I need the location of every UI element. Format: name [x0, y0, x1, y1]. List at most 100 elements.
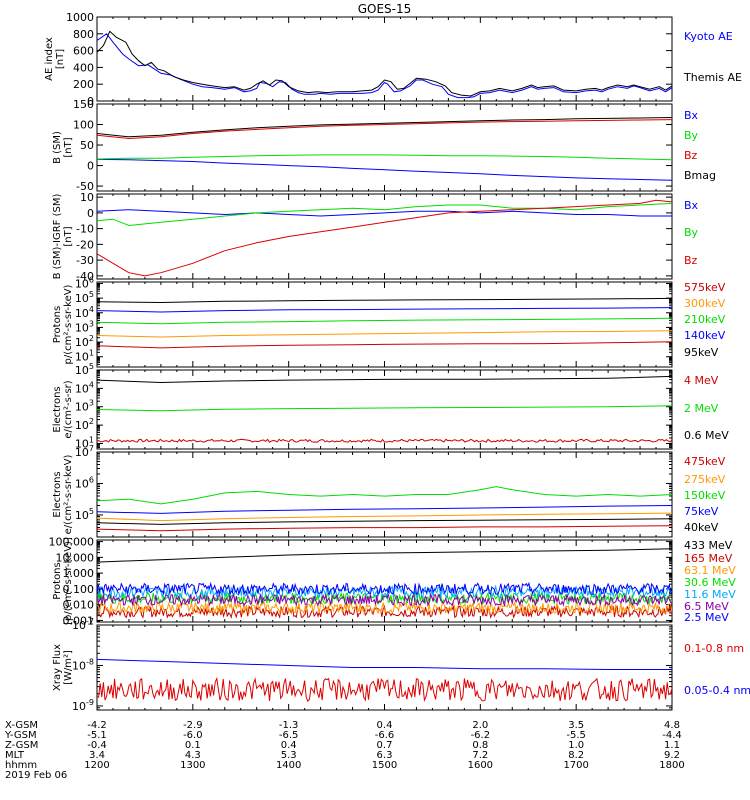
ephemeris-value: -5.5 [566, 730, 586, 741]
series-line-165-mev [97, 604, 672, 619]
panel-bsm: 150 100 50 0 -50 B (SM)[nT] Bx By Bz Bmag [52, 98, 716, 193]
y-axis-label: B (SM)[nT] [52, 131, 74, 164]
y-tick-label: 0 [87, 207, 94, 220]
ephemeris-value: 1800 [659, 760, 684, 771]
y-axis-label: Protonsp/(cm²-s-sr-keV) [52, 284, 74, 364]
legend-label: 165 MeV [684, 552, 733, 565]
series-line-themis-ae [97, 30, 672, 97]
ephemeris-value: -4.2 [87, 720, 107, 731]
plot-date: 2019 Feb 06 [5, 770, 67, 781]
panel-protons_high: 100.000 10.000 1.000 0.100 0.010 0.001Protons… [49, 536, 737, 628]
y-tick-label: 600 [73, 45, 94, 58]
y-tick-label: 50 [80, 139, 94, 152]
y-tick-label: 0 [87, 160, 94, 173]
legend-label: Bx [684, 109, 699, 122]
legend-label: 210keV [684, 313, 726, 326]
ephemeris-value: 3.5 [568, 720, 584, 731]
panel-xray: 10-7 10-8 10-9 Xray Flux[W/m²] 0.1-0.8 nm 0.0… [52, 617, 750, 713]
series-line-75kev [97, 505, 672, 514]
legend-label: 300keV [684, 297, 726, 310]
y-tick-label: 0 [87, 95, 94, 108]
y-tick-label: 102 [75, 417, 94, 432]
ephemeris-value: 4.8 [664, 720, 680, 731]
panel-bigrf: 10 0 -10 -20 -30 -40B (SM)-IGRF (SM)[nT] Bx By B… [52, 191, 699, 283]
legend-label: Bz [684, 254, 698, 267]
legend-label: Themis AE [683, 71, 742, 84]
series-line-210kev [97, 317, 672, 325]
legend-label: 575keV [684, 281, 726, 294]
legend-label: 433 MeV [684, 539, 733, 552]
ephemeris-value: -0.4 [87, 740, 107, 751]
panel-frame [96, 281, 673, 368]
series-line-kyoto-ae [97, 33, 672, 99]
ephemeris-value: 5.3 [281, 750, 297, 761]
series-line-6-5-mev [97, 592, 672, 608]
y-axis-label: Electronse/(cm²-s-sr-keV) [52, 455, 74, 535]
y-tick-label: 100 [73, 119, 94, 132]
y-tick-label: 103 [75, 399, 94, 414]
y-tick-label: 102 [75, 334, 94, 349]
legend-label: 0.6 MeV [684, 429, 729, 442]
ephemeris-row-label: Y-GSM [4, 730, 37, 741]
series-line-bz [97, 199, 672, 277]
ephemeris-value: 0.7 [377, 740, 393, 751]
ephemeris-value: -2.9 [183, 720, 203, 731]
series-line-by [97, 154, 672, 161]
ephemeris-value: 1.1 [664, 740, 680, 751]
ephemeris-value: 7.2 [472, 750, 488, 761]
legend-label: Bz [684, 149, 698, 162]
ephemeris-value: 4.3 [185, 750, 201, 761]
y-axis-label: B (SM)-IGRF (SM)[nT] [52, 194, 74, 280]
y-tick-label: 0.010 [63, 599, 95, 612]
legend-label: 2.5 MeV [684, 611, 729, 624]
ephemeris-value: 1400 [276, 760, 301, 771]
y-tick-label: 105 [75, 290, 94, 305]
legend-label: 4 MeV [684, 374, 719, 387]
ephemeris-value: 1500 [372, 760, 397, 771]
ephemeris-value: 6.3 [377, 750, 393, 761]
series-line-by [97, 202, 672, 227]
y-tick-label: -30 [76, 254, 94, 267]
series-line-4-mev [97, 438, 672, 443]
y-tick-label: 10.000 [56, 551, 95, 564]
legend-label: 0.1-0.8 nm [684, 642, 744, 655]
y-tick-label: 105 [75, 362, 94, 377]
ephemeris-value: 0.8 [472, 740, 488, 751]
series-line-2-5-mev [97, 581, 672, 596]
ephemeris-value: 2.0 [472, 720, 488, 731]
legend-label: 150keV [684, 489, 726, 502]
y-tick-label: 103 [75, 319, 94, 334]
y-axis-label: Protons[p/(cm²-s-sr-keV)] [52, 537, 74, 625]
series-line-0-6-mev [97, 375, 672, 384]
ephemeris-value: 1700 [563, 760, 588, 771]
legend-label: 75keV [684, 505, 719, 518]
y-tick-label: -20 [76, 238, 94, 251]
series-line-bmag [97, 117, 672, 138]
legend-label: 275keV [684, 473, 726, 486]
legend-label: 30.6 MeV [684, 576, 736, 589]
ephemeris-row-label: MLT [5, 750, 25, 761]
series-line-bx [97, 209, 672, 217]
series-line-150kev [97, 486, 672, 505]
legend-label: Bmag [684, 169, 716, 182]
series-line-475kev [97, 525, 672, 532]
y-tick-label: 100.000 [49, 536, 95, 549]
ephemeris-value: 1300 [180, 760, 205, 771]
y-tick-label: 150 [73, 98, 94, 111]
y-tick-label: 400 [73, 61, 94, 74]
y-tick-label: -10 [76, 223, 94, 236]
legend-label: By [684, 129, 699, 142]
ephemeris-row-label: X-GSM [5, 720, 38, 731]
y-tick-label: 10-7 [72, 617, 94, 632]
y-tick-label: 104 [75, 380, 94, 395]
legend-label: 95keV [684, 346, 719, 359]
series-line-63-1-mev [97, 600, 672, 616]
figure-title: GOES-15 [358, 2, 412, 16]
ephemeris-value: 8.2 [568, 750, 584, 761]
y-tick-label: 0.001 [63, 614, 95, 627]
ephemeris-value: -6.2 [471, 730, 491, 741]
y-tick-label: 10 [80, 191, 94, 204]
series-line-bz [97, 119, 672, 140]
